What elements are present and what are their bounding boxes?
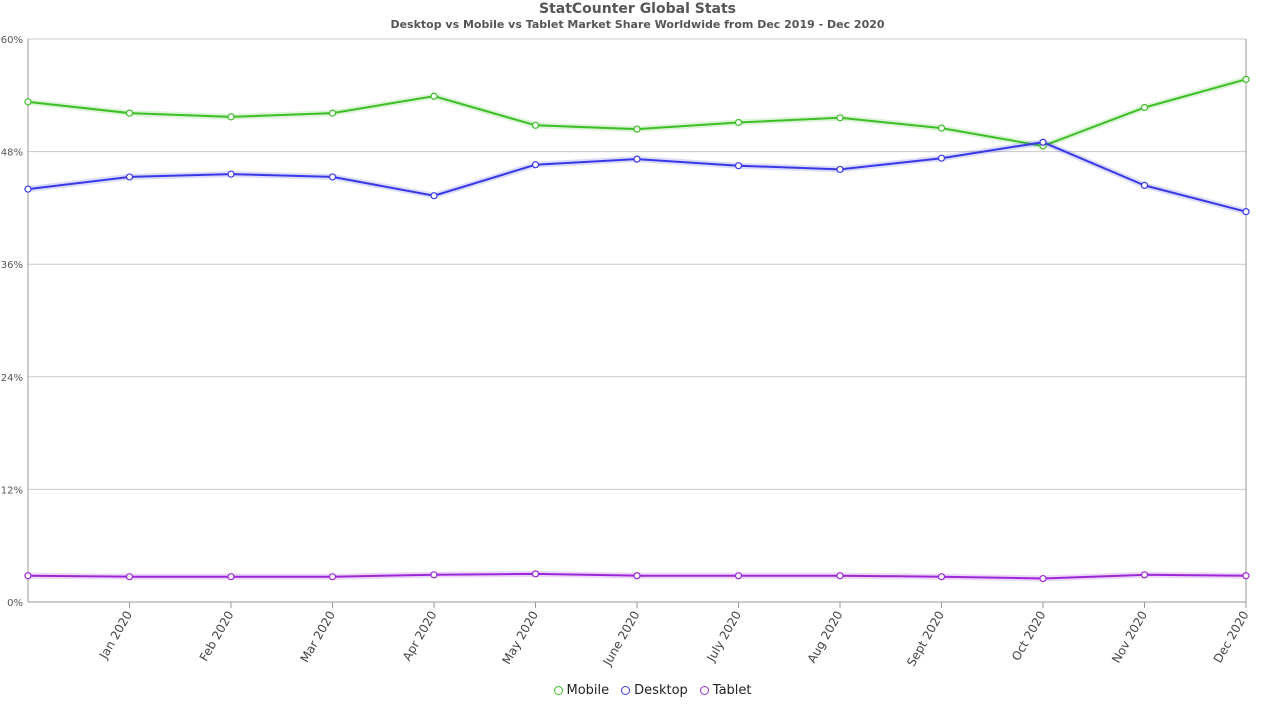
data-point-tablet[interactable]	[1242, 572, 1250, 580]
x-tick-label: Aug 2020	[805, 609, 846, 666]
data-point-mobile[interactable]	[531, 121, 540, 129]
grid-lines	[28, 38, 1246, 603]
x-tick-label: June 2020	[600, 609, 643, 669]
data-point-tablet[interactable]	[328, 573, 337, 581]
y-tick-label: 24%	[1, 373, 23, 384]
series-lines	[27, 76, 1247, 582]
data-point-desktop[interactable]	[937, 154, 946, 162]
x-tick-label: Jan 2020	[96, 609, 135, 663]
x-tick-label: May 2020	[499, 609, 541, 667]
data-point-mobile[interactable]	[937, 124, 946, 132]
data-point-tablet[interactable]	[531, 570, 540, 578]
x-tick-label: Sept 2020	[904, 609, 947, 669]
data-point-desktop[interactable]	[24, 185, 32, 193]
chart-title: StatCounter Global Stats	[538, 1, 736, 17]
data-point-mobile[interactable]	[227, 113, 235, 121]
legend-label-tablet: Tablet	[712, 683, 752, 698]
y-tick-label: 36%	[1, 260, 23, 271]
data-point-desktop[interactable]	[531, 161, 540, 169]
y-tick-label: 0%	[7, 598, 23, 609]
data-point-tablet[interactable]	[1039, 574, 1047, 583]
data-point-tablet[interactable]	[430, 571, 438, 579]
data-point-mobile[interactable]	[1140, 103, 1149, 112]
data-point-desktop[interactable]	[1039, 138, 1047, 146]
data-point-mobile[interactable]	[836, 114, 844, 122]
data-point-mobile[interactable]	[734, 118, 743, 127]
series-shadow-desktop	[27, 139, 1247, 215]
legend-label-mobile: Mobile	[566, 683, 610, 698]
x-tick-label: Mar 2020	[297, 609, 338, 665]
data-point-mobile[interactable]	[1242, 75, 1250, 83]
data-point-desktop[interactable]	[1242, 208, 1250, 216]
data-point-mobile[interactable]	[125, 109, 134, 117]
chart-subtitle: Desktop vs Mobile vs Tablet Market Share…	[390, 18, 885, 31]
legend-item-mobile[interactable]: Mobile	[553, 683, 610, 698]
y-tick-label: 12%	[1, 485, 23, 496]
series-shadow-mobile	[27, 76, 1247, 150]
legend-item-desktop[interactable]: Desktop	[621, 683, 688, 698]
data-point-desktop[interactable]	[1140, 181, 1149, 189]
data-point-tablet[interactable]	[937, 573, 946, 581]
data-point-mobile[interactable]	[24, 98, 32, 106]
x-tick-label: Nov 2020	[1109, 609, 1150, 666]
data-point-tablet[interactable]	[633, 572, 641, 580]
data-point-tablet[interactable]	[227, 573, 235, 581]
data-point-mobile[interactable]	[430, 92, 438, 100]
y-tick-label: 48%	[1, 148, 23, 159]
legend-marker-mobile	[553, 686, 563, 695]
legend-marker-desktop	[621, 686, 631, 695]
legend-marker-tablet	[699, 686, 709, 695]
legend: Mobile Desktop Tablet	[0, 683, 1280, 698]
x-tick-label: Feb 2020	[197, 609, 237, 664]
data-point-tablet[interactable]	[1140, 571, 1149, 579]
data-point-tablet[interactable]	[125, 573, 134, 581]
data-point-tablet[interactable]	[734, 572, 743, 580]
data-point-tablet[interactable]	[836, 572, 844, 580]
data-points	[24, 75, 1250, 583]
legend-label-desktop: Desktop	[634, 683, 688, 698]
data-point-desktop[interactable]	[125, 173, 134, 181]
data-point-desktop[interactable]	[227, 170, 235, 178]
x-tick-label: Apr 2020	[400, 609, 440, 664]
data-point-mobile[interactable]	[328, 109, 337, 117]
data-point-desktop[interactable]	[430, 192, 438, 200]
data-point-tablet[interactable]	[24, 572, 32, 580]
x-tick-label: Oct 2020	[1009, 609, 1049, 664]
data-point-mobile[interactable]	[633, 125, 641, 133]
y-tick-label: 60%	[1, 35, 23, 46]
x-tick-label: July 2020	[704, 609, 745, 665]
legend-item-tablet[interactable]: Tablet	[699, 683, 752, 698]
data-point-desktop[interactable]	[328, 173, 337, 181]
data-point-desktop[interactable]	[633, 155, 641, 163]
x-tick-label: Dec 2020	[1211, 609, 1252, 666]
data-point-desktop[interactable]	[836, 165, 844, 174]
data-point-desktop[interactable]	[734, 162, 743, 170]
